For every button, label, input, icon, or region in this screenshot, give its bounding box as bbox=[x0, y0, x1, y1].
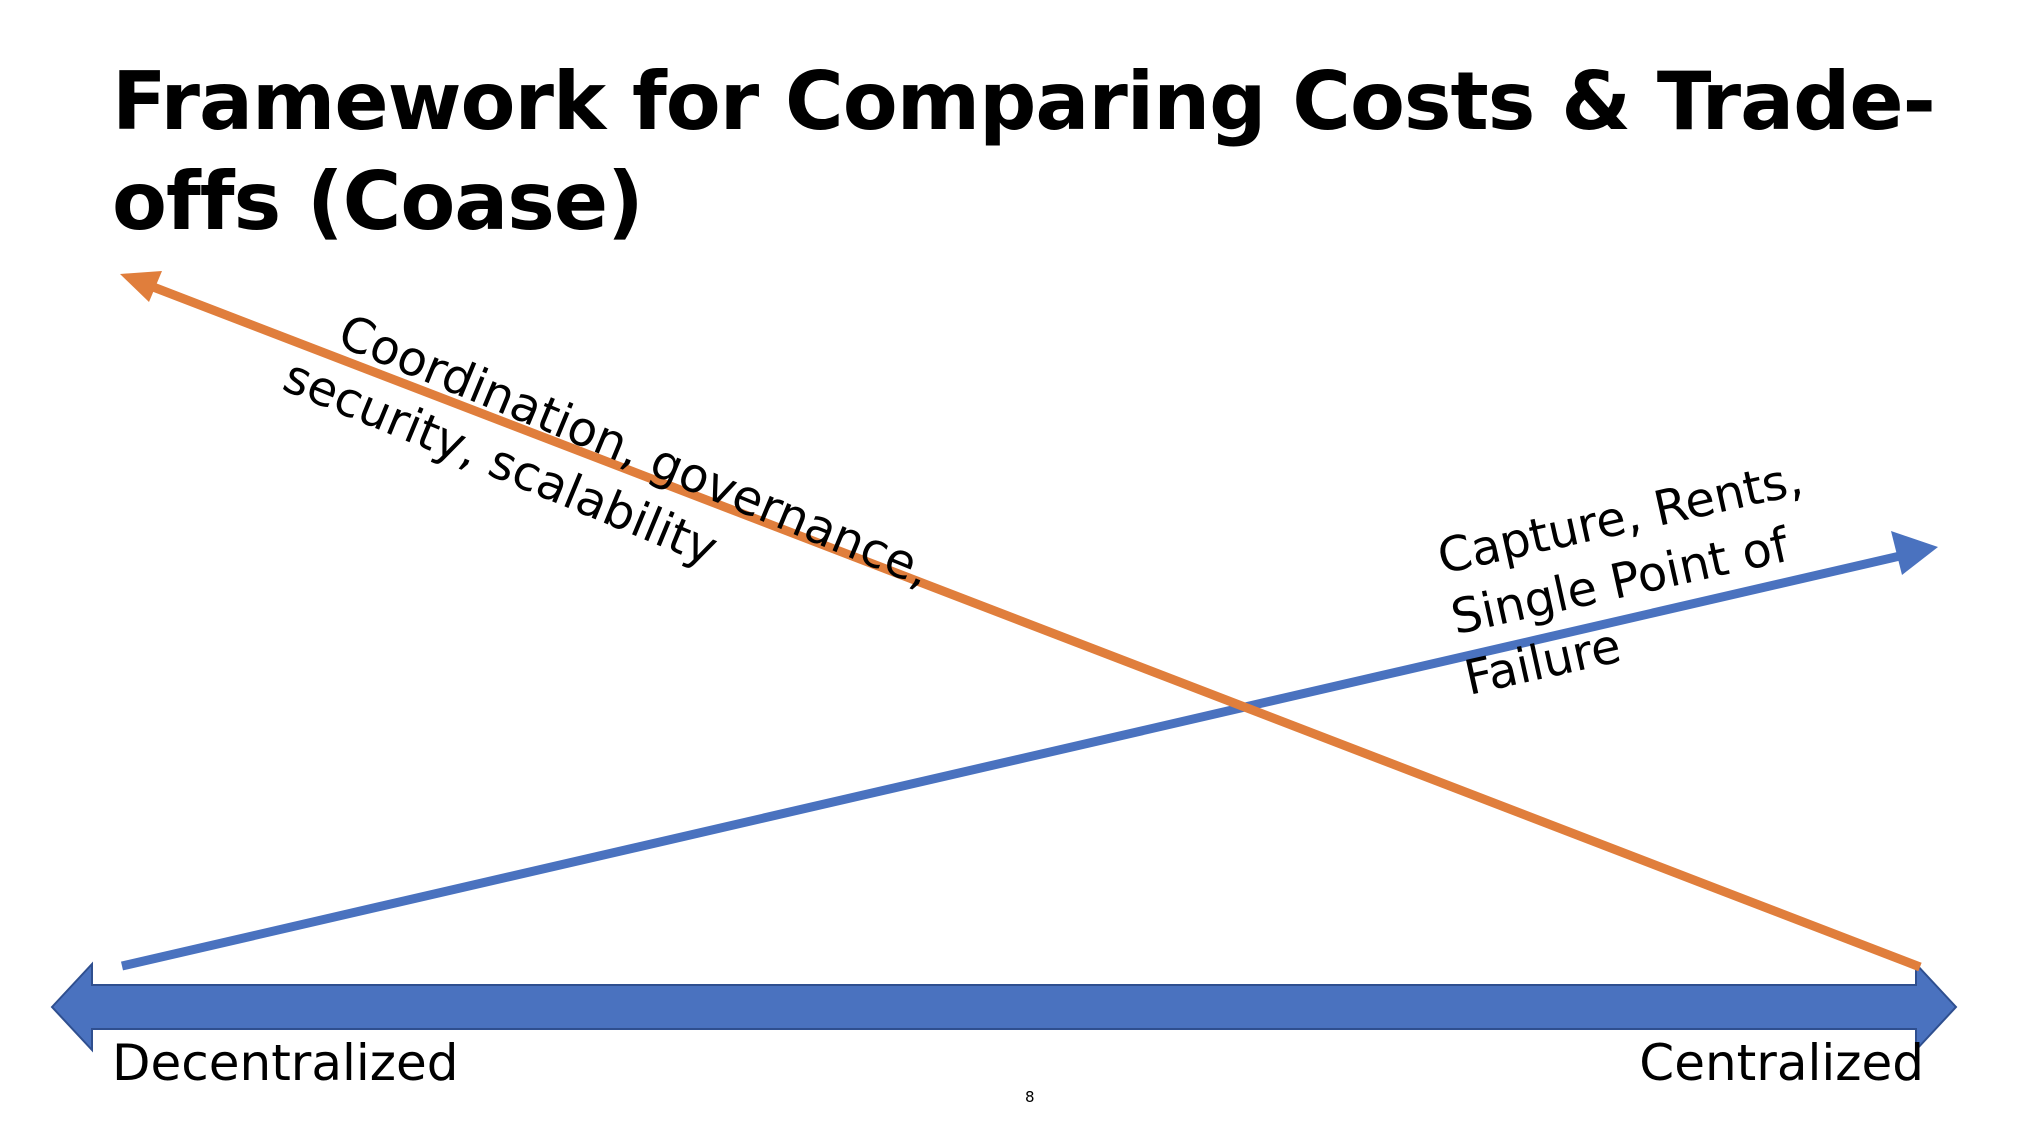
page-number: 8 bbox=[1025, 1088, 1035, 1106]
centralized-label: Centralized bbox=[1639, 1034, 1924, 1092]
decentralized-label: Decentralized bbox=[112, 1034, 459, 1092]
blue-rising-arrow-line bbox=[120, 551, 1902, 971]
slide-title: Framework for Comparing Costs & Trade-of… bbox=[112, 55, 1936, 248]
decentralization-axis-arrow bbox=[50, 961, 1958, 1053]
orange-falling-arrowhead bbox=[120, 271, 162, 302]
blue-rising-arrowhead bbox=[1891, 531, 1938, 575]
orange-falling-arrow-line bbox=[146, 280, 1922, 972]
